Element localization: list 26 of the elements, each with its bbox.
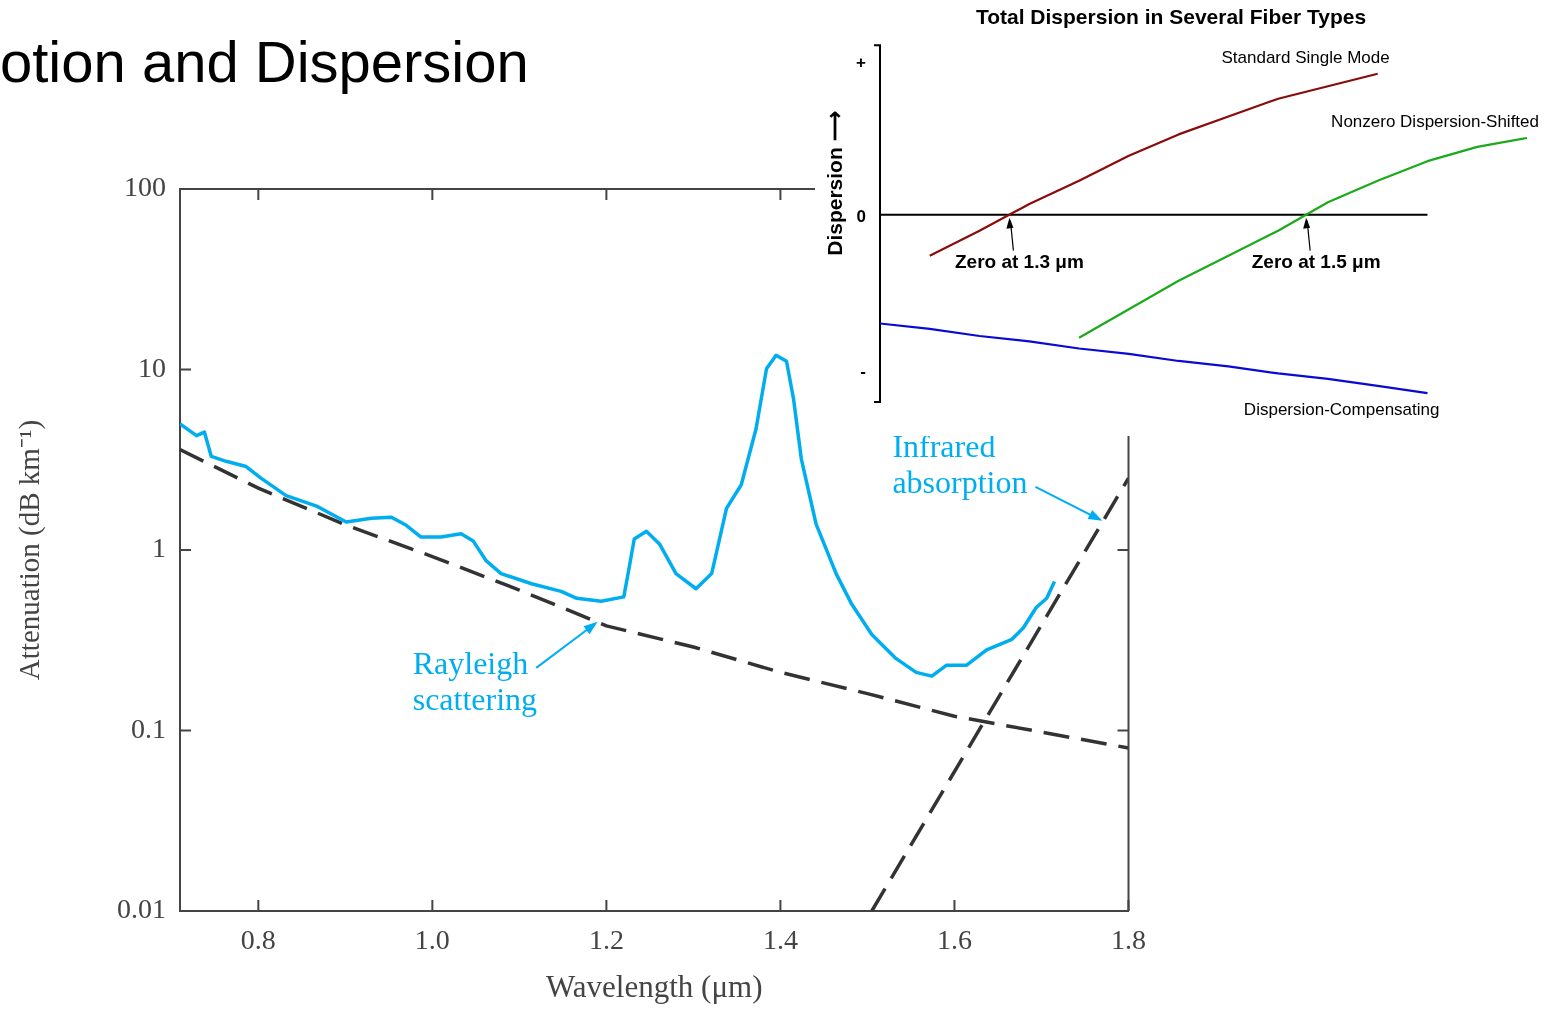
y-tick-label: 1	[152, 532, 166, 564]
y-axis-title: Attenuation (dB km⁻¹)	[13, 419, 47, 681]
x-axis-title: Wavelength (μm)	[546, 968, 763, 1004]
x-tick-label: 1.4	[762, 924, 798, 956]
series-label: Dispersion-Compensating	[1243, 400, 1440, 420]
text: +	[856, 52, 867, 72]
annotation: Rayleigh scattering	[412, 645, 538, 718]
y-tick-label: 10	[138, 351, 166, 383]
annotation: 0	[856, 207, 866, 227]
series-label: Standard Single Mode	[1221, 47, 1390, 67]
annotation: -	[860, 361, 866, 381]
annotation: Zero at 1.5 μm	[1251, 251, 1381, 273]
x-tick-label: 1.2	[588, 924, 624, 956]
annotation: Zero at 1.3 μm	[954, 251, 1084, 273]
x-tick-label: 1.0	[414, 924, 450, 956]
y-tick-label: 100	[124, 171, 166, 203]
x-tick-label: 0.8	[240, 924, 276, 956]
annotation: Infrared absorption	[892, 428, 1028, 501]
x-tick-label: 1.8	[1111, 924, 1146, 956]
y-tick-label: 0.1	[131, 712, 166, 744]
chart-title: otion and Dispersion	[0, 28, 529, 95]
series-label: Nonzero Dispersion-Shifted	[1331, 112, 1539, 132]
y-axis-title: Dispersion ⟶	[822, 111, 846, 256]
x-tick-label: 1.6	[936, 924, 972, 956]
chart-title: Total Dispersion in Several Fiber Types	[975, 5, 1367, 29]
y-tick-label: 0.01	[117, 893, 166, 925]
